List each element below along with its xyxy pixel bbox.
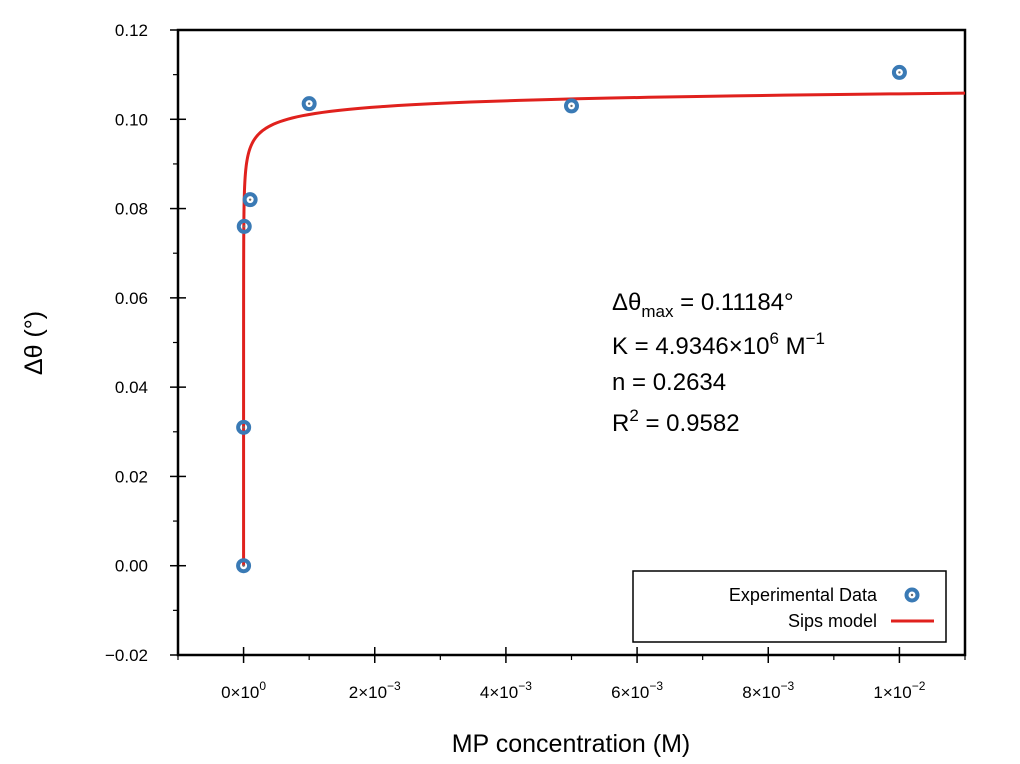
data-point-center xyxy=(307,102,311,105)
y-tick-label: 0.02 xyxy=(115,467,148,486)
x-axis-title: MP concentration (M) xyxy=(452,730,691,758)
legend-label-experimental-data: Experimental Data xyxy=(729,585,878,605)
axis-ticks xyxy=(170,29,966,663)
data-point-center xyxy=(570,104,573,108)
sips-model-line xyxy=(242,91,966,566)
x-tick-label: 8×10−3 xyxy=(742,679,794,702)
y-tick-label: 0.08 xyxy=(115,200,148,219)
annotation-k: K = 4.9346×106 M−1 xyxy=(612,329,825,360)
legend-label-sips-model: Sips model xyxy=(788,611,877,631)
x-tick-label: 2×10−3 xyxy=(349,679,401,702)
data-point-center xyxy=(243,225,246,228)
legend-marker-experimental-data xyxy=(904,587,920,603)
data-point-center xyxy=(248,198,252,201)
data-point xyxy=(301,96,317,112)
y-axis-title: Δθ (°) xyxy=(20,311,48,375)
data-point xyxy=(891,64,907,80)
x-tick-label: 0×100 xyxy=(221,679,266,702)
legend-box xyxy=(632,570,947,643)
x-tick-label: 4×10−3 xyxy=(480,679,532,702)
data-point-center xyxy=(242,426,245,429)
data-point xyxy=(236,558,252,574)
x-tick-label: 6×10−3 xyxy=(611,679,663,702)
y-tick-label: 0.12 xyxy=(115,21,148,40)
y-tick-label: −0.02 xyxy=(105,646,148,665)
data-point xyxy=(236,419,252,435)
experimental-data-points xyxy=(236,64,907,574)
plot-area-frame xyxy=(176,28,967,657)
y-tick-label: 0.06 xyxy=(115,289,148,308)
legend-marker-center xyxy=(910,593,914,597)
data-point xyxy=(564,98,579,114)
y-axis-tick-labels: −0.02 0.00 0.02 0.04 0.06 0.08 0.10 0.12 xyxy=(105,21,148,665)
x-axis-tick-labels: 0×100 2×10−3 4×10−3 6×10−3 8×10−3 1×10−2 xyxy=(221,679,926,702)
y-tick-label: 0.00 xyxy=(115,557,148,576)
data-point-center xyxy=(898,71,901,74)
data-point-center xyxy=(242,564,245,567)
data-point xyxy=(242,192,258,208)
annotation-n: n = 0.2634 xyxy=(612,369,726,396)
annotation-r-squared: R2 = 0.9582 xyxy=(612,406,740,437)
y-tick-label: 0.04 xyxy=(115,378,148,397)
y-tick-label: 0.10 xyxy=(115,110,148,129)
data-point xyxy=(236,218,252,234)
x-tick-label: 1×10−2 xyxy=(873,679,925,702)
annotation-theta-max: Δθmax = 0.11184° xyxy=(612,289,794,321)
legend: Experimental Data Sips model xyxy=(632,570,947,643)
